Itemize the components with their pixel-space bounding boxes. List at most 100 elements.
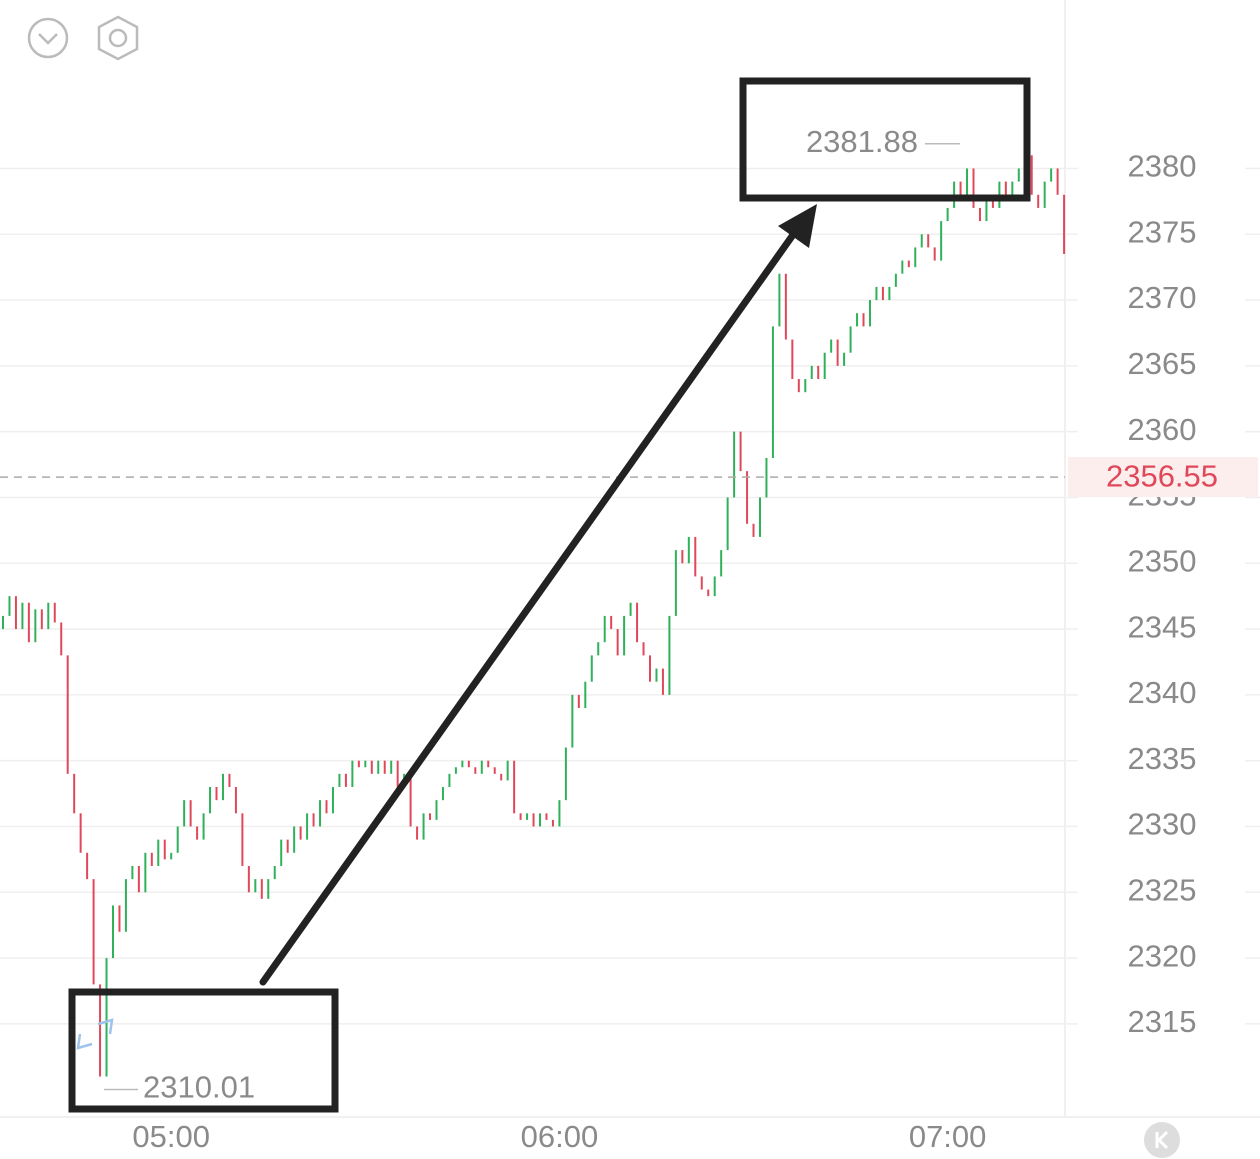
x-tick-label: 05:00 — [132, 1119, 210, 1154]
candle — [487, 760, 490, 768]
candle — [234, 786, 237, 814]
k-button[interactable] — [1144, 1122, 1180, 1158]
candle — [8, 596, 11, 616]
candle — [105, 958, 108, 1077]
candle — [396, 760, 399, 787]
candle — [739, 431, 742, 472]
y-tick-label: 2365 — [1128, 346, 1197, 381]
candle — [209, 786, 212, 814]
candle — [784, 273, 787, 340]
y-tick-label: 2340 — [1128, 675, 1197, 710]
candle — [797, 379, 800, 393]
candle — [933, 247, 936, 261]
candle — [370, 760, 373, 774]
y-tick-label: 2320 — [1128, 938, 1197, 973]
candle — [467, 760, 470, 768]
candle — [978, 207, 981, 222]
candle — [416, 826, 419, 840]
expand-icon[interactable] — [97, 1018, 114, 1035]
candle — [545, 813, 548, 820]
settings-button[interactable] — [97, 15, 139, 61]
candle — [810, 365, 813, 380]
candle — [564, 747, 567, 801]
candle — [357, 760, 360, 768]
y-tick-label: 2345 — [1128, 609, 1197, 644]
candle — [429, 813, 432, 820]
candle — [571, 694, 574, 748]
candle — [196, 826, 199, 840]
candle — [312, 813, 315, 827]
candle — [157, 839, 160, 866]
candle — [480, 760, 483, 774]
candle — [461, 760, 464, 768]
candle — [364, 760, 367, 768]
arrow-head — [778, 204, 817, 248]
candle — [27, 602, 30, 643]
y-tick-label: 2330 — [1128, 807, 1197, 842]
candle — [1011, 181, 1014, 195]
candle — [817, 365, 820, 380]
candle — [1056, 168, 1059, 195]
candle — [713, 576, 716, 597]
candle — [202, 813, 205, 840]
candle — [53, 602, 56, 623]
candle — [791, 339, 794, 380]
candle — [907, 260, 910, 268]
candle — [1063, 194, 1066, 254]
candle — [720, 550, 723, 577]
candle — [111, 905, 114, 959]
candle — [758, 497, 761, 537]
candle — [655, 668, 658, 682]
candle — [99, 984, 102, 1077]
candle — [862, 313, 865, 327]
candle — [539, 813, 542, 827]
candle — [60, 622, 63, 656]
x-tick-label: 06:00 — [521, 1119, 599, 1154]
candle — [1004, 181, 1007, 195]
grid — [0, 167, 1260, 1025]
candle — [985, 194, 988, 222]
candle — [228, 773, 231, 787]
candle — [14, 596, 17, 630]
x-tick-label: 07:00 — [909, 1119, 987, 1154]
candle — [519, 813, 522, 820]
candle — [642, 642, 645, 656]
candle — [746, 471, 749, 524]
chevron-icon — [38, 33, 58, 45]
candle — [221, 773, 224, 801]
candle — [636, 602, 639, 643]
candle — [927, 234, 930, 248]
current-price-badge — [1068, 457, 1258, 498]
candle — [377, 760, 380, 774]
candle — [325, 800, 328, 814]
low-annotation: 2310.01 — [143, 1070, 255, 1105]
candle — [765, 457, 768, 498]
candle — [888, 286, 891, 301]
candle — [260, 879, 263, 899]
candle — [2, 615, 4, 630]
candle — [752, 523, 755, 537]
candle — [778, 273, 781, 327]
candle — [674, 550, 677, 616]
candle — [441, 786, 444, 801]
candle — [940, 221, 943, 261]
candle — [500, 773, 503, 781]
candle — [972, 168, 975, 208]
y-tick-label: 2360 — [1128, 412, 1197, 447]
highlight-box — [68, 988, 339, 1113]
candle — [73, 773, 76, 814]
y-tick-label: 2335 — [1128, 741, 1197, 776]
candle — [286, 839, 289, 853]
candle — [267, 879, 270, 899]
highlight-box — [739, 77, 1031, 202]
candle — [610, 615, 613, 630]
candle — [344, 773, 347, 787]
collapse-button[interactable] — [27, 17, 69, 59]
settings-icon — [108, 28, 128, 48]
candle — [92, 879, 95, 985]
candle — [661, 668, 664, 695]
expand-icon — [76, 1033, 93, 1050]
